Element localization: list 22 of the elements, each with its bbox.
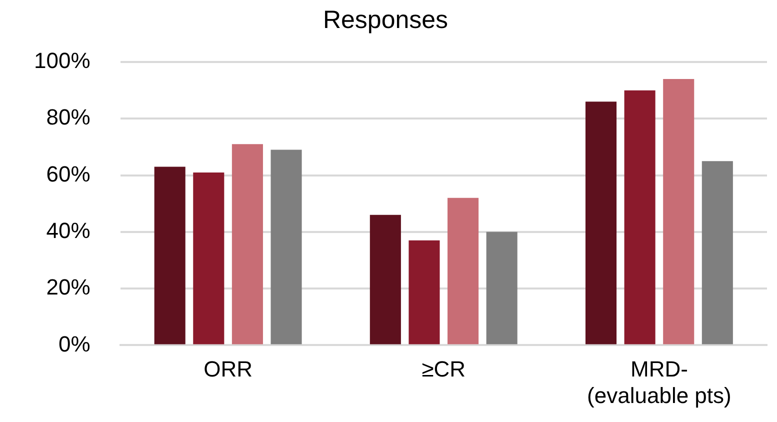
bar xyxy=(585,102,617,344)
bar xyxy=(486,232,518,344)
bar xyxy=(408,240,440,344)
bar xyxy=(154,166,186,344)
bar xyxy=(370,214,401,344)
bar xyxy=(270,150,302,344)
y-tick-label: 0% xyxy=(58,331,90,356)
y-tick-label: 80% xyxy=(46,104,90,130)
y-tick-label: 20% xyxy=(46,274,90,300)
bar xyxy=(448,198,479,344)
chart-title: Responses xyxy=(322,6,448,34)
bar xyxy=(624,90,656,344)
y-tick-label: 100% xyxy=(34,48,90,74)
bar xyxy=(663,78,694,344)
y-tick-label: 40% xyxy=(46,218,90,243)
x-tick-label: ORR xyxy=(204,356,252,382)
x-tick-label: MRD- (evaluable pts) xyxy=(587,356,732,408)
bar xyxy=(193,172,224,344)
x-tick-label: ≥CR xyxy=(422,356,466,382)
bar xyxy=(232,144,263,344)
bar xyxy=(702,161,733,344)
y-tick-label: 60% xyxy=(46,161,90,186)
